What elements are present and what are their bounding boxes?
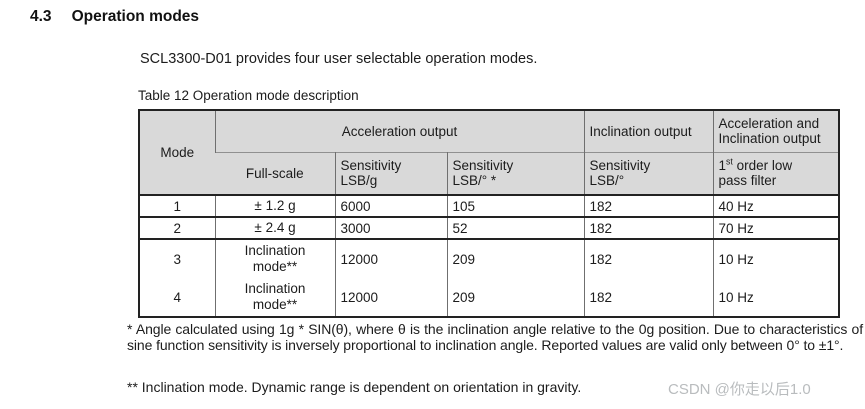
- cell-full-scale: Inclination mode**: [214, 278, 335, 317]
- cell-filter: 70 Hz: [712, 217, 840, 239]
- table-row: 2 ± 2.4 g 3000 52 182 70 Hz: [139, 217, 840, 239]
- subheader-low-pass-filter: 1st order low pass filter: [712, 152, 840, 195]
- cell-sensitivity-lsb-g: 12000: [334, 239, 447, 278]
- cell-mode: 3: [173, 251, 181, 267]
- cell-sensitivity-lsb-deg-accel: 105: [446, 195, 585, 217]
- cell-full-scale: ± 2.4 g: [214, 217, 335, 239]
- cell-sensitivity-lsb-deg-incl: 182: [583, 239, 714, 278]
- cell-filter: 40 Hz: [712, 195, 840, 217]
- cell-mode: 1: [173, 198, 181, 214]
- subheader-sensitivity-lsb-deg-accel: Sensitivity LSB/° *: [446, 152, 585, 195]
- col-header-mode: Mode: [139, 110, 215, 195]
- cell-sensitivity-lsb-g: 3000: [334, 217, 447, 239]
- cell-sensitivity-lsb-deg-incl: 182: [583, 195, 714, 217]
- table-header-sub-row: Full-scale Sensitivity LSB/g Sensitivity…: [139, 152, 840, 195]
- operation-modes-table: Mode Acceleration output Inclination out…: [138, 109, 841, 318]
- cell-full-scale: ± 1.2 g: [214, 195, 335, 217]
- cell-filter: 10 Hz: [712, 239, 840, 278]
- filter-label-rest: order low pass filter: [718, 158, 793, 189]
- cell-sensitivity-lsb-deg-accel: 209: [446, 239, 585, 278]
- watermark: CSDN @你走以后1.0: [668, 381, 811, 398]
- intro-paragraph: SCL3300-D01 provides four user selectabl…: [140, 51, 538, 67]
- cell-mode: 2: [173, 220, 181, 236]
- cell-filter: 10 Hz: [712, 278, 840, 317]
- cell-sensitivity-lsb-g: 12000: [334, 278, 447, 317]
- table-row: 4 Inclination mode** 12000 209 182 10 Hz: [139, 278, 840, 317]
- section-heading: 4.3 Operation modes: [30, 8, 199, 26]
- cell-sensitivity-lsb-deg-accel: 52: [446, 217, 585, 239]
- cell-sensitivity-lsb-g: 6000: [334, 195, 447, 217]
- table-caption: Table 12 Operation mode description: [138, 88, 359, 103]
- group-header-inclination-output: Inclination output: [583, 110, 714, 152]
- group-header-acceleration-output: Acceleration output: [214, 110, 585, 152]
- cell-mode: 4: [173, 289, 181, 305]
- subheader-sensitivity-lsb-g: Sensitivity LSB/g: [334, 152, 447, 195]
- subheader-full-scale: Full-scale: [215, 152, 335, 195]
- cell-full-scale: Inclination mode**: [214, 239, 335, 278]
- table-header-group-row: Mode Acceleration output Inclination out…: [139, 110, 840, 195]
- cell-sensitivity-lsb-deg-accel: 209: [446, 278, 585, 317]
- cell-sensitivity-lsb-deg-incl: 182: [583, 278, 714, 317]
- filter-number: 1: [718, 158, 727, 174]
- cell-sensitivity-lsb-deg-incl: 182: [583, 217, 714, 239]
- footnote-angle: * Angle calculated using 1g * SIN(θ), wh…: [127, 321, 863, 353]
- table-row: 3 Inclination mode** 12000 209 182 10 Hz: [139, 239, 840, 278]
- filter-ordinal-suffix: st: [726, 156, 733, 167]
- section-number: 4.3: [30, 8, 52, 25]
- subheader-sensitivity-lsb-deg-incl: Sensitivity LSB/°: [583, 152, 714, 195]
- group-header-acceleration-and-inclination-output: Acceleration and Inclination output: [712, 110, 840, 152]
- table-row: 1 ± 1.2 g 6000 105 182 40 Hz: [139, 195, 840, 217]
- footnote-inclination-mode: ** Inclination mode. Dynamic range is de…: [127, 379, 582, 395]
- section-title: Operation modes: [71, 8, 200, 25]
